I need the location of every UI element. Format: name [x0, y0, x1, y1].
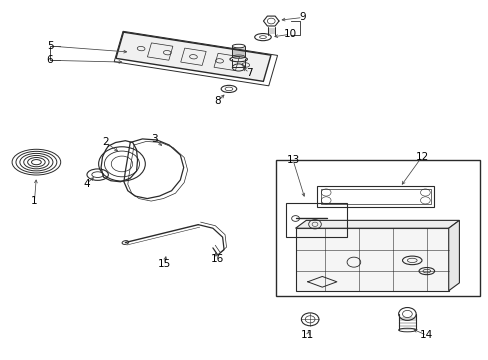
Text: 14: 14	[419, 330, 432, 341]
Polygon shape	[295, 220, 458, 228]
Text: 16: 16	[211, 253, 224, 264]
Text: 2: 2	[102, 138, 109, 148]
Text: 8: 8	[214, 96, 221, 107]
Bar	[317, 186, 433, 207]
Text: 15: 15	[157, 259, 170, 269]
Text: 7: 7	[245, 68, 252, 78]
Text: 13: 13	[286, 156, 299, 165]
Text: 6: 6	[46, 55, 53, 65]
Bar	[285, 203, 346, 237]
Text: 9: 9	[299, 13, 305, 22]
Text: 4: 4	[83, 179, 90, 189]
Text: 5: 5	[46, 41, 53, 51]
Text: 1: 1	[31, 197, 38, 206]
Bar	[276, 160, 479, 296]
Text: 12: 12	[414, 152, 427, 162]
Text: 11: 11	[301, 330, 314, 341]
Bar	[295, 228, 448, 291]
Text: 10: 10	[283, 29, 296, 39]
Text: 3: 3	[151, 134, 158, 144]
Polygon shape	[116, 32, 270, 81]
Polygon shape	[448, 220, 458, 291]
Bar	[320, 189, 430, 204]
